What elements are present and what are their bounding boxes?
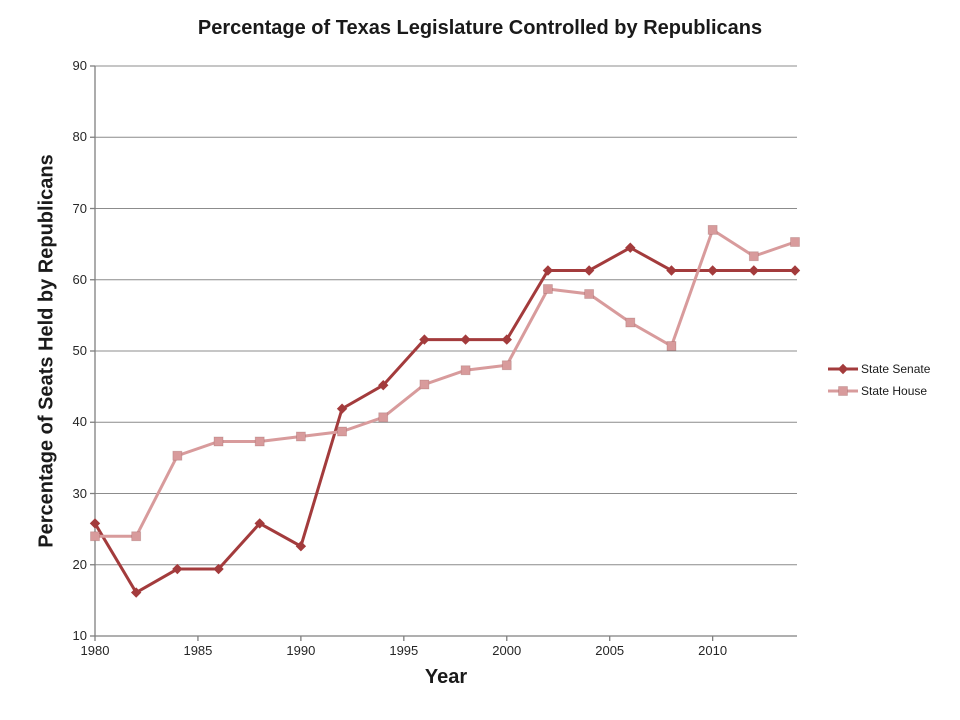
state-house-marker — [337, 426, 347, 437]
state-house-legend-marker — [838, 386, 848, 396]
state-house-marker — [254, 436, 265, 447]
state-house-marker — [172, 450, 183, 461]
y-tick-label-10: 10 — [72, 628, 87, 643]
legend-item-state-house[interactable]: State House — [827, 380, 930, 402]
state-senate-marker — [542, 265, 554, 276]
house-line-square-marker-icon — [828, 386, 858, 396]
state-house-marker — [378, 412, 389, 423]
x-tick-label-1985: 1985 — [183, 643, 213, 658]
state-house-marker — [748, 251, 759, 262]
x-tick-label-1995: 1995 — [389, 643, 419, 658]
state-senate-marker — [789, 265, 801, 276]
state-house-marker — [584, 289, 595, 299]
state-house-marker — [543, 284, 553, 294]
state-house-line — [95, 227, 796, 538]
state-senate-marker — [336, 403, 348, 414]
state-house-marker — [90, 531, 100, 542]
chart-title: Percentage of Texas Legislature Controll… — [197, 17, 763, 39]
legend-label-state-house: State House — [861, 384, 928, 398]
x-tick-label-2010: 2010 — [698, 643, 728, 658]
x-tick-label-2005: 2005 — [595, 643, 625, 658]
state-house-marker — [707, 224, 718, 235]
state-senate-marker — [213, 563, 224, 575]
y-tick-label-60: 60 — [72, 271, 87, 287]
state-senate-marker — [419, 334, 430, 345]
x-tick-label-1980: 1980 — [80, 643, 110, 658]
state-house-marker — [666, 341, 677, 351]
state-senate-marker — [254, 518, 265, 529]
y-tick-label-70: 70 — [72, 200, 87, 216]
x-tick-label-1990: 1990 — [286, 643, 316, 658]
state-senate-marker — [707, 265, 718, 276]
legend-item-state-senate[interactable]: State Senate — [827, 358, 930, 380]
state-senate-marker — [172, 563, 183, 575]
state-house-marker — [790, 237, 800, 247]
state-house-marker — [213, 436, 224, 447]
state-senate-marker — [748, 265, 760, 276]
x-tick-label-2000: 2000 — [492, 643, 522, 658]
y-tick-label-90: 90 — [72, 58, 87, 73]
y-tick-label-80: 80 — [72, 129, 87, 145]
state-senate-marker — [378, 380, 389, 391]
y-tick-label-20: 20 — [72, 556, 87, 572]
state-house-marker — [131, 531, 142, 542]
y-tick-label-40: 40 — [72, 414, 87, 430]
state-senate-marker — [460, 334, 471, 345]
y-tick-label-30: 30 — [72, 485, 87, 501]
legend: State Senate State House — [827, 358, 930, 402]
state-senate-marker — [295, 541, 307, 552]
state-senate-marker — [89, 518, 101, 529]
state-house-marker — [419, 379, 430, 390]
state-house-marker — [501, 360, 512, 371]
y-tick-label-50: 50 — [72, 343, 87, 358]
state-house-marker — [295, 431, 306, 442]
state-senate-marker — [625, 242, 636, 253]
state-house-marker — [460, 365, 471, 376]
state-senate-marker — [666, 265, 677, 276]
state-senate-line — [93, 245, 795, 595]
state-senate-marker — [501, 334, 512, 345]
x-axis-title: Year — [424, 666, 468, 688]
state-senate-marker — [130, 587, 142, 598]
legend-label-state-senate: State Senate — [861, 362, 931, 376]
state-house-marker — [625, 317, 636, 328]
state-senate-legend-marker — [837, 363, 849, 375]
state-senate-marker — [583, 265, 595, 276]
senate-line-diamond-marker-icon — [828, 363, 858, 375]
